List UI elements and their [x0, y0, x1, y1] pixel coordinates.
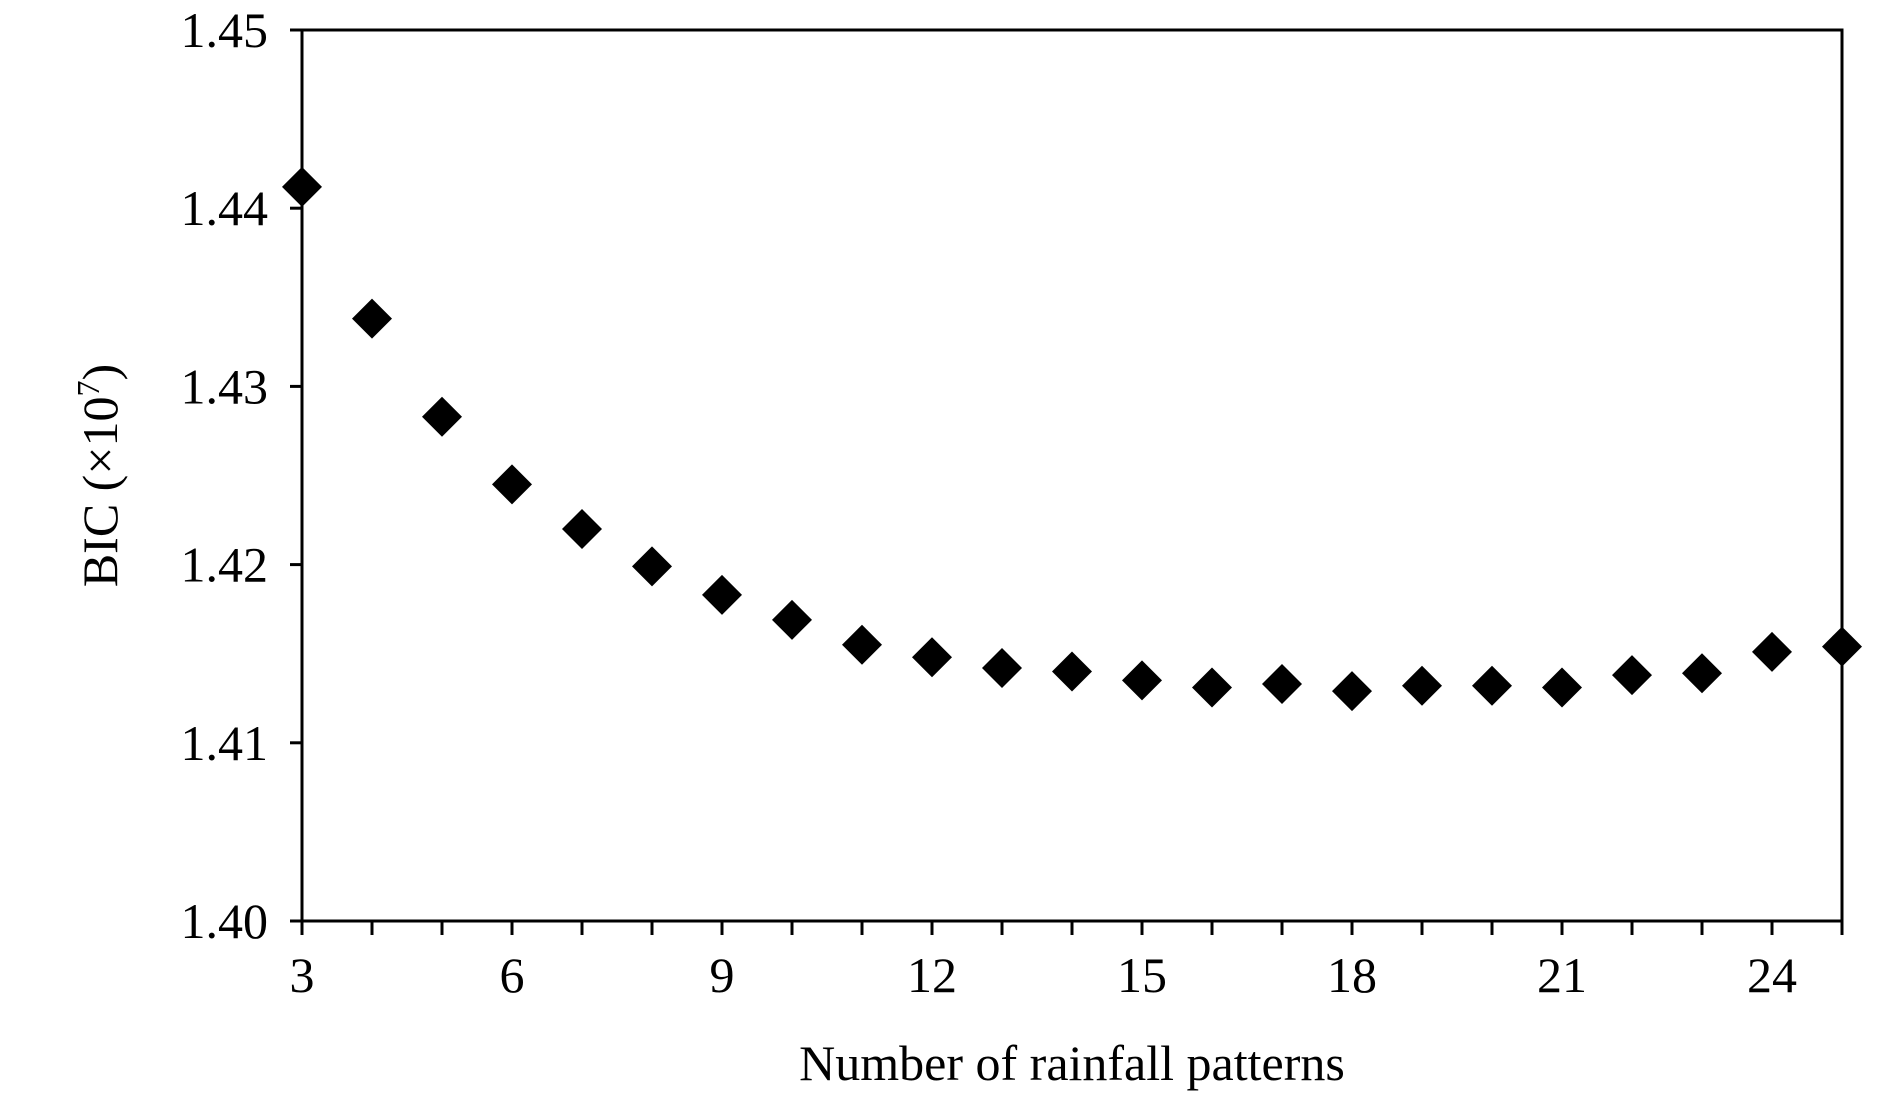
data-point-marker [492, 464, 532, 505]
data-point-marker [1332, 671, 1372, 712]
y-tick-label: 1.41 [181, 715, 269, 771]
data-point-marker [1122, 660, 1162, 701]
x-axis-title: Number of rainfall patterns [799, 1035, 1345, 1091]
data-point-marker [702, 574, 742, 615]
x-tick-label: 9 [710, 947, 735, 1003]
y-tick-label: 1.45 [181, 2, 269, 58]
data-point-marker [562, 508, 602, 549]
data-point-marker [772, 599, 812, 640]
y-axis-title-close: ) [72, 364, 128, 381]
x-tick-label: 12 [907, 947, 957, 1003]
data-point-marker [1052, 651, 1092, 692]
y-axis-ticks: 1.40 1.41 1.42 1.43 1.44 1.45 [181, 2, 302, 949]
data-point-marker [352, 298, 392, 339]
y-axis-title-main: BIC (×10 [72, 396, 128, 587]
y-tick-label: 1.44 [181, 180, 269, 236]
data-point-marker [982, 647, 1022, 688]
y-axis-title: BIC (×107) [70, 364, 128, 587]
y-tick-label: 1.42 [181, 537, 269, 593]
x-tick-label: 3 [290, 947, 315, 1003]
y-axis-title-exponent: 7 [70, 380, 106, 396]
data-point-marker [912, 637, 952, 678]
data-point-marker [1472, 665, 1512, 706]
marker-layer [282, 166, 1862, 712]
x-axis-ticks: 3 6 9 12 15 18 21 24 [290, 921, 1844, 1003]
data-point-marker [1262, 663, 1302, 704]
x-tick-label: 6 [500, 947, 525, 1003]
data-point-marker [1402, 665, 1442, 706]
x-tick-label: 18 [1327, 947, 1377, 1003]
data-point-marker [1542, 667, 1582, 708]
plot-frame [300, 28, 1844, 923]
x-tick-label: 21 [1537, 947, 1587, 1003]
x-tick-label: 24 [1747, 947, 1797, 1003]
data-point-marker [632, 546, 672, 587]
y-tick-label: 1.40 [181, 893, 269, 949]
data-point-marker [1612, 655, 1652, 696]
y-tick-label: 1.43 [181, 358, 269, 414]
data-point-marker [1192, 667, 1232, 708]
data-point-marker [842, 624, 882, 665]
data-point-marker [422, 396, 462, 437]
data-point-marker [1682, 653, 1722, 694]
data-point-marker [1752, 631, 1792, 672]
x-tick-label: 15 [1117, 947, 1167, 1003]
